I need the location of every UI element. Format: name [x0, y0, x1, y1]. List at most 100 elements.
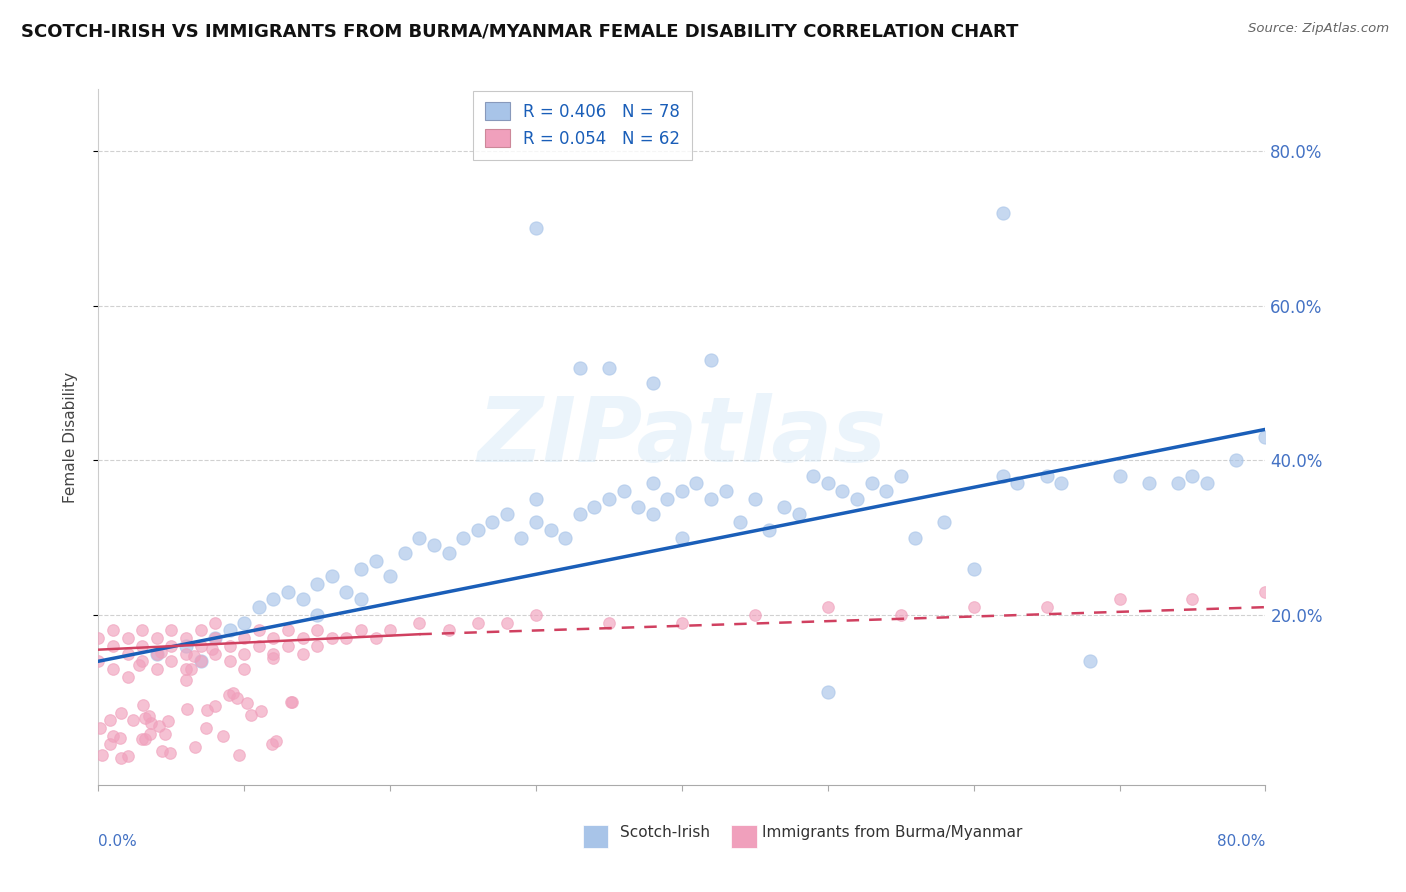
Point — [991, 206, 1014, 220]
Point — [149, 645, 172, 659]
Point — [641, 476, 664, 491]
Point — [148, 719, 170, 733]
Point — [159, 747, 181, 761]
Point — [101, 639, 124, 653]
Point — [218, 624, 240, 638]
Point — [700, 352, 723, 367]
Point — [108, 731, 131, 746]
Point — [101, 662, 124, 676]
Point — [540, 523, 562, 537]
Point — [132, 698, 155, 713]
Point — [598, 615, 620, 630]
Point — [262, 631, 284, 645]
Point — [307, 577, 329, 591]
Point — [98, 737, 121, 751]
Point — [157, 714, 180, 728]
Point — [598, 360, 620, 375]
Point — [233, 615, 256, 630]
Point — [612, 484, 634, 499]
Point — [890, 607, 912, 622]
Point — [524, 607, 547, 622]
Point — [437, 546, 460, 560]
Point — [380, 624, 402, 638]
Point — [890, 468, 912, 483]
Point — [190, 624, 212, 638]
Point — [817, 600, 839, 615]
Point — [225, 691, 247, 706]
Point — [291, 592, 314, 607]
Point — [860, 476, 883, 491]
Point — [117, 631, 139, 645]
Point — [146, 647, 169, 661]
Point — [773, 500, 796, 514]
Point — [307, 624, 329, 638]
Point — [280, 695, 302, 709]
Point — [671, 531, 693, 545]
Point — [758, 523, 780, 537]
Point — [307, 639, 329, 653]
Y-axis label: Female Disability: Female Disability — [63, 371, 77, 503]
Point — [307, 607, 329, 622]
Point — [222, 686, 245, 700]
Point — [101, 624, 124, 638]
Point — [91, 747, 114, 762]
Point — [408, 615, 430, 630]
Point — [218, 688, 240, 702]
Point — [657, 491, 679, 506]
Point — [350, 561, 373, 575]
Text: Scotch-Irish: Scotch-Irish — [620, 825, 710, 840]
Point — [627, 500, 650, 514]
Point — [174, 631, 197, 645]
Point — [291, 631, 314, 645]
Point — [568, 360, 591, 375]
Point — [496, 508, 519, 522]
Point — [321, 569, 343, 583]
Point — [437, 624, 460, 638]
Point — [131, 731, 153, 746]
Point — [801, 468, 824, 483]
Point — [281, 695, 304, 709]
Point — [904, 531, 927, 545]
Point — [204, 615, 226, 630]
Point — [451, 531, 474, 545]
Point — [1137, 476, 1160, 491]
Point — [380, 569, 402, 583]
Point — [235, 696, 257, 710]
Point — [1181, 592, 1204, 607]
Point — [184, 739, 207, 754]
Point — [524, 491, 547, 506]
Point — [204, 698, 226, 713]
Point — [176, 673, 198, 687]
Point — [496, 615, 519, 630]
Point — [233, 631, 256, 645]
Point — [875, 484, 897, 499]
Point — [277, 639, 299, 653]
Point — [204, 631, 226, 645]
Point — [176, 702, 198, 716]
Point — [598, 491, 620, 506]
Point — [134, 732, 156, 747]
Point — [174, 662, 197, 676]
Point — [568, 508, 591, 522]
Text: Immigrants from Burma/Myanmar: Immigrants from Burma/Myanmar — [762, 825, 1022, 840]
Point — [190, 654, 212, 668]
Point — [335, 584, 357, 599]
Point — [481, 515, 503, 529]
Point — [671, 484, 693, 499]
Point — [671, 615, 693, 630]
Point — [1225, 453, 1247, 467]
Point — [714, 484, 737, 499]
Point — [218, 654, 240, 668]
Point — [730, 515, 752, 529]
Point — [194, 721, 217, 735]
Point — [204, 631, 226, 645]
Point — [247, 624, 270, 638]
Point — [139, 727, 162, 741]
Point — [1181, 468, 1204, 483]
Legend: R = 0.406   N = 78, R = 0.054   N = 62: R = 0.406 N = 78, R = 0.054 N = 62 — [474, 91, 692, 160]
Point — [350, 592, 373, 607]
Point — [364, 554, 387, 568]
Point — [134, 711, 156, 725]
Point — [139, 715, 162, 730]
Point — [524, 221, 547, 235]
